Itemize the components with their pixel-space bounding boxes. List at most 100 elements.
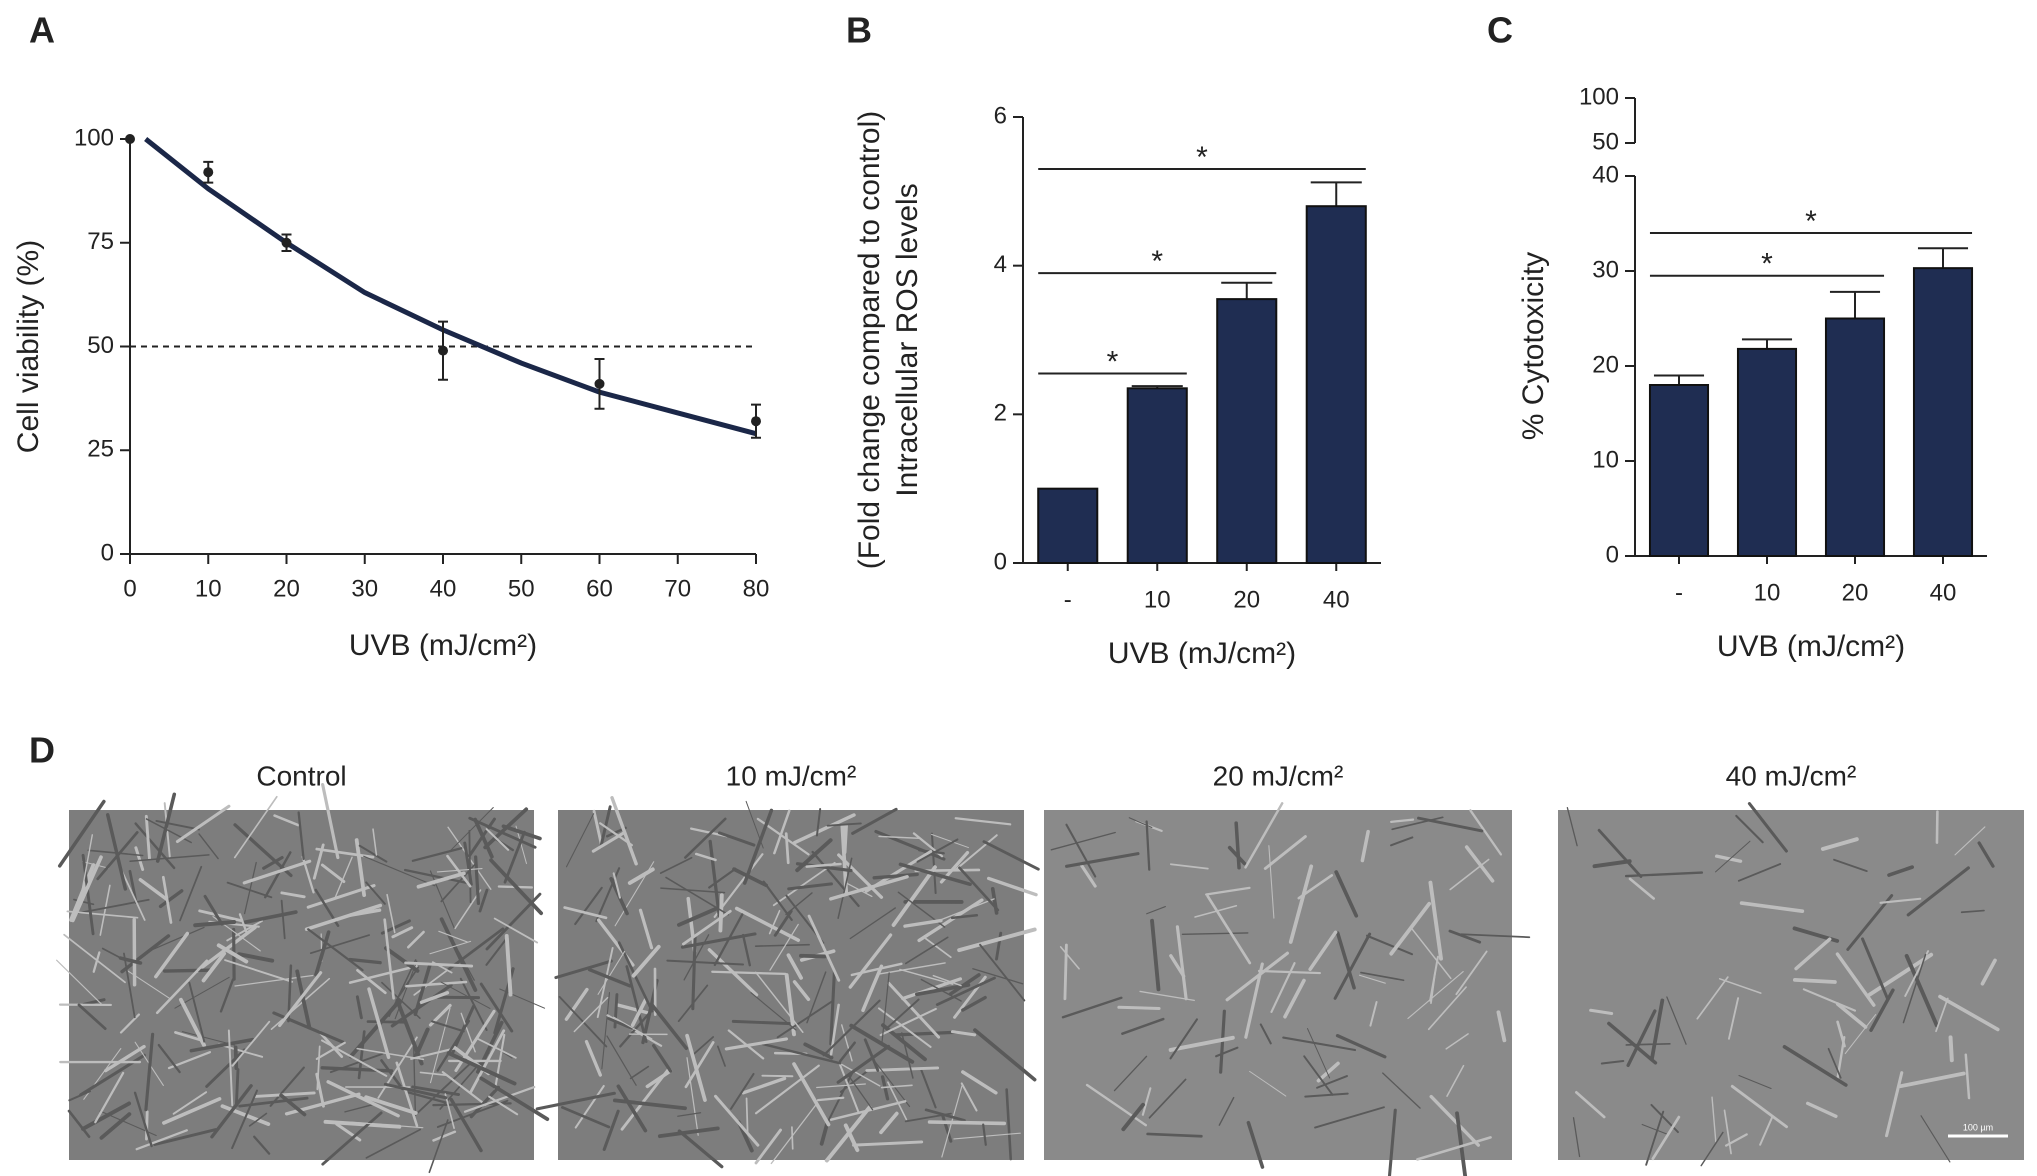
cell (587, 968, 632, 988)
cell (474, 855, 481, 906)
cell (1820, 837, 1859, 851)
cell (198, 909, 243, 922)
cell (1121, 1102, 1145, 1132)
cell (145, 1110, 149, 1141)
cell (932, 974, 962, 987)
cell (848, 933, 893, 989)
bar (1216, 298, 1278, 564)
cell (66, 910, 139, 919)
cell (123, 952, 136, 1019)
cell (822, 999, 881, 1057)
cell (795, 838, 833, 873)
cell (1358, 974, 1386, 984)
cell (880, 1084, 913, 1089)
cell (1169, 863, 1209, 870)
cell (982, 1123, 987, 1146)
cell (666, 959, 745, 966)
y-tick-label: 30 (1592, 256, 1619, 283)
cell (683, 817, 727, 859)
cell (432, 1102, 512, 1107)
cell (554, 959, 613, 980)
cell (1429, 955, 1439, 1002)
cell (914, 983, 971, 997)
cell (625, 965, 648, 1044)
cell (1792, 977, 1837, 984)
cell (1700, 1131, 1724, 1167)
cell (1794, 937, 1832, 971)
cell (432, 1130, 457, 1142)
cell (1268, 845, 1275, 919)
cell (761, 1042, 842, 1065)
x-tick-label: 50 (508, 575, 535, 602)
cell (99, 884, 111, 936)
cell (350, 1121, 424, 1129)
cell (954, 817, 1012, 826)
cell (772, 861, 836, 907)
cell (320, 1066, 394, 1073)
data-point (125, 134, 135, 144)
cell (1169, 1018, 1199, 1060)
cell (881, 972, 890, 1045)
cell (410, 1047, 455, 1060)
cell (848, 1075, 874, 1111)
cell (1168, 1035, 1235, 1052)
cell (1735, 814, 1764, 844)
cell (1964, 1053, 1971, 1100)
cell (404, 961, 474, 968)
cell (279, 1093, 307, 1117)
cell (485, 828, 510, 851)
cell (449, 1097, 483, 1153)
y-tick-label: 0 (994, 548, 1007, 575)
cell (1389, 901, 1432, 956)
cell (1085, 1083, 1147, 1127)
cell (631, 944, 661, 978)
cell (691, 935, 697, 1011)
micrograph-bg (1558, 810, 2024, 1160)
cell (446, 1051, 517, 1086)
cell (815, 808, 822, 837)
x-tick-label: 40 (1930, 579, 1957, 606)
cell (806, 971, 827, 1024)
cell (773, 809, 791, 855)
x-tick-label: 40 (1323, 586, 1350, 613)
cell (1960, 909, 1985, 914)
cell (1246, 1120, 1265, 1169)
cell (356, 1047, 425, 1061)
cell (803, 1042, 834, 1060)
cell (355, 995, 363, 1020)
cell (383, 1082, 448, 1100)
micrograph (1044, 802, 1531, 1176)
cell (1416, 1136, 1492, 1161)
cell (878, 835, 921, 840)
cell (1977, 841, 1995, 868)
cell (1625, 1042, 1671, 1046)
cell (903, 918, 943, 928)
cell (1369, 1001, 1378, 1027)
cell (982, 840, 1040, 871)
cell (441, 1071, 487, 1106)
cell (708, 839, 721, 917)
cell (930, 833, 969, 849)
x-tick-label: 20 (273, 575, 300, 602)
cell (321, 1039, 388, 1077)
cell (754, 971, 804, 1033)
cell (770, 1102, 818, 1165)
cell (120, 934, 171, 974)
cell (841, 1024, 853, 1062)
cell (348, 964, 418, 984)
cell (574, 1084, 605, 1129)
cell (1270, 962, 1296, 1014)
cell (1382, 1072, 1421, 1109)
cell (1935, 997, 1949, 1033)
cell (118, 865, 146, 921)
cell (745, 1097, 749, 1135)
cell (677, 1129, 724, 1169)
cell (1117, 1005, 1161, 1011)
cell (1282, 1036, 1357, 1052)
cell (309, 934, 371, 954)
cell (716, 1045, 726, 1067)
cell (253, 1135, 271, 1155)
cell (1141, 1087, 1152, 1116)
cell (838, 1041, 856, 1063)
cell (315, 1041, 346, 1060)
